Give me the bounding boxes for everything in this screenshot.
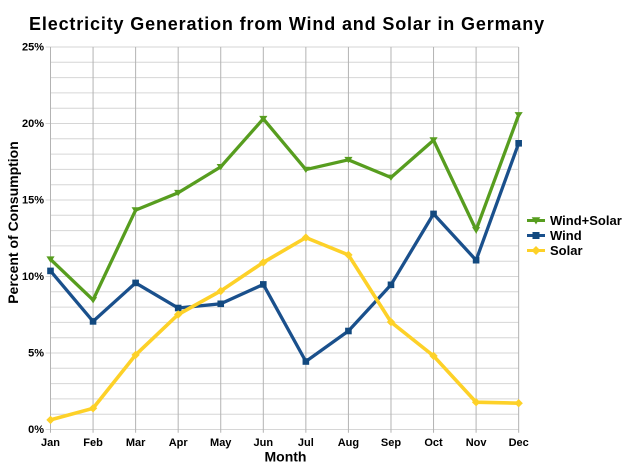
svg-text:20%: 20%: [22, 118, 44, 130]
svg-text:Apr: Apr: [169, 437, 189, 449]
svg-text:25%: 25%: [22, 41, 44, 53]
svg-text:Nov: Nov: [466, 437, 488, 449]
svg-text:Jun: Jun: [254, 437, 274, 449]
svg-text:Feb: Feb: [83, 437, 103, 449]
svg-text:Electricity Generation from Wi: Electricity Generation from Wind and Sol…: [29, 14, 545, 34]
svg-text:Aug: Aug: [338, 437, 359, 449]
svg-text:Sep: Sep: [381, 437, 401, 449]
svg-text:15%: 15%: [22, 194, 44, 206]
svg-text:5%: 5%: [28, 347, 44, 359]
svg-text:Solar: Solar: [550, 243, 583, 258]
svg-text:10%: 10%: [22, 271, 44, 283]
svg-text:Percent of Consumption: Percent of Consumption: [5, 141, 21, 304]
svg-text:Mar: Mar: [126, 437, 146, 449]
svg-text:Dec: Dec: [509, 437, 529, 449]
svg-text:Wind+Solar: Wind+Solar: [550, 213, 622, 228]
svg-text:May: May: [210, 437, 232, 449]
svg-text:Oct: Oct: [424, 437, 443, 449]
svg-text:Wind: Wind: [550, 228, 582, 243]
svg-text:Jan: Jan: [41, 437, 60, 449]
svg-text:Month: Month: [265, 449, 307, 465]
svg-text:Jul: Jul: [298, 437, 314, 449]
svg-text:0%: 0%: [28, 424, 44, 436]
